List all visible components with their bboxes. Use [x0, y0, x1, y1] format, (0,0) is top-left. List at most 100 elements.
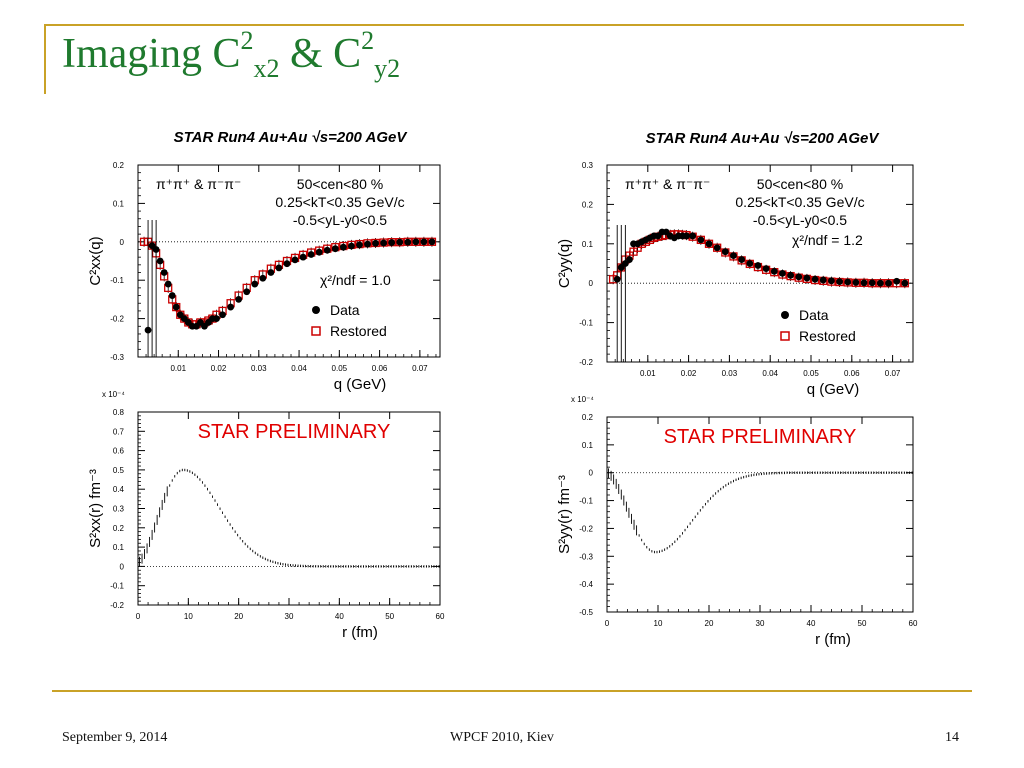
y-tick-label: -0.3	[579, 552, 593, 561]
x-tick-label: 0.04	[291, 364, 307, 373]
x-tick-label: 0.06	[372, 364, 388, 373]
kt-range-label: 0.25<kT<0.35 GeV/c	[275, 194, 404, 210]
x-axis-label: q (GeV)	[807, 381, 860, 398]
data-point	[868, 279, 876, 287]
data-point	[156, 257, 164, 265]
pion-pair-label: π⁺π⁺ & π⁻π⁻	[156, 176, 241, 192]
restored-point	[884, 279, 893, 288]
x-tick-label: 0.04	[762, 369, 778, 378]
y-tick-label: 0	[589, 279, 594, 288]
data-point	[613, 275, 621, 283]
x-tick-label: 0.03	[251, 364, 267, 373]
x-tick-label: 50	[385, 612, 394, 621]
kt-range-label: 0.25<kT<0.35 GeV/c	[735, 194, 864, 210]
data-point	[396, 238, 404, 246]
legend-data-label: Data	[330, 302, 360, 318]
y-tick-label: -0.1	[110, 582, 124, 591]
x-tick-label: 60	[436, 612, 445, 621]
legend-restored-label: Restored	[330, 323, 387, 339]
title-mid: & C	[279, 31, 362, 77]
data-point	[779, 269, 786, 277]
data-point	[164, 280, 172, 288]
y-axis-label: S²xx(r) fm⁻³	[87, 469, 104, 548]
data-point	[251, 280, 259, 288]
y-tick-label: -0.1	[579, 497, 593, 506]
data-point	[267, 269, 275, 276]
source-chart-sx: -0.2 -0.1 0 0.1 0.2 0.3 0.4 0.5 0.6 0.7 0.8 0 10 20 30…	[87, 390, 445, 641]
data-point	[315, 248, 323, 256]
x-tick-label: 0	[136, 612, 141, 621]
data-point	[819, 276, 827, 284]
restored-point	[876, 279, 885, 288]
footer-page-number: 14	[945, 730, 959, 745]
y-tick-label: 0.8	[113, 408, 125, 417]
data-point	[811, 275, 819, 283]
y-tick-label: 0	[120, 562, 125, 571]
y-tick-label: 0.2	[582, 200, 594, 209]
data-point	[388, 239, 396, 246]
data-point	[689, 232, 697, 240]
chart-title: STAR Run4 Au+Au √s=200 AGeV	[174, 129, 409, 146]
data-point	[152, 246, 160, 253]
y-axis-label: S²yy(r) fm⁻³	[556, 475, 573, 554]
title-sup-2: 2	[361, 26, 375, 55]
data-point	[404, 238, 412, 246]
y-tick-label: 0	[120, 238, 125, 247]
centrality-label: 50<cen<80 %	[297, 176, 383, 192]
x-axis-label: r (fm)	[342, 624, 378, 641]
y-tick-label: 0.2	[113, 161, 125, 170]
data-point	[885, 279, 892, 287]
data-point	[876, 279, 884, 287]
data-point	[323, 246, 331, 254]
x-tick-label: 20	[234, 612, 243, 621]
x-tick-label: 0.01	[170, 364, 186, 373]
y-tick-label: 0.5	[113, 466, 125, 475]
x-tick-label: 50	[858, 619, 867, 628]
x-tick-label: 0.05	[332, 364, 348, 373]
data-point	[721, 248, 729, 256]
x-tick-label: 20	[705, 619, 714, 628]
y-tick-label: 0.1	[113, 199, 125, 208]
data-point	[795, 273, 803, 281]
data-point	[299, 253, 307, 261]
restored-point	[419, 237, 429, 246]
data-point	[219, 311, 226, 319]
data-point	[428, 238, 436, 246]
data-point	[713, 244, 721, 252]
title-sub-1: x2	[253, 54, 280, 83]
data-point	[770, 267, 778, 275]
data-point	[836, 278, 843, 286]
y-tick-label: 0.1	[582, 441, 594, 450]
legend-restored-marker	[311, 326, 321, 336]
data-point	[860, 279, 868, 287]
data-point	[787, 271, 794, 279]
data-point	[412, 238, 420, 246]
y-tick-label: -0.5	[579, 608, 593, 617]
slide-title: Imaging C2x2 & C2y2	[62, 26, 400, 83]
x-tick-label: 0.02	[211, 364, 227, 373]
y-tick-label: 0.3	[582, 161, 594, 170]
legend-data-marker	[312, 306, 320, 314]
data-point	[339, 243, 347, 251]
bottom-accent-line	[52, 690, 972, 692]
title-sup-1: 2	[240, 26, 254, 55]
restored-point	[696, 235, 705, 245]
data-point	[243, 288, 251, 296]
y-tick-label: -0.1	[110, 276, 124, 285]
legend-restored-label: Restored	[799, 328, 856, 344]
x-tick-label: 10	[654, 619, 663, 628]
x-tick-label: 30	[756, 619, 765, 628]
x-tick-label: 40	[335, 612, 344, 621]
y-tick-label: 0.2	[582, 413, 594, 422]
data-point	[893, 277, 901, 285]
top-accent-line	[44, 24, 964, 26]
x-tick-label: 60	[909, 619, 918, 628]
data-point	[275, 264, 283, 272]
x-tick-label: 10	[184, 612, 193, 621]
exponent-label: x 10⁻⁴	[571, 395, 594, 404]
exponent-label: x 10⁻⁴	[102, 390, 125, 399]
restored-point	[395, 238, 404, 247]
y-tick-label: 0.7	[113, 427, 125, 436]
data-point	[803, 274, 811, 282]
x-tick-label: 0.07	[412, 364, 428, 373]
